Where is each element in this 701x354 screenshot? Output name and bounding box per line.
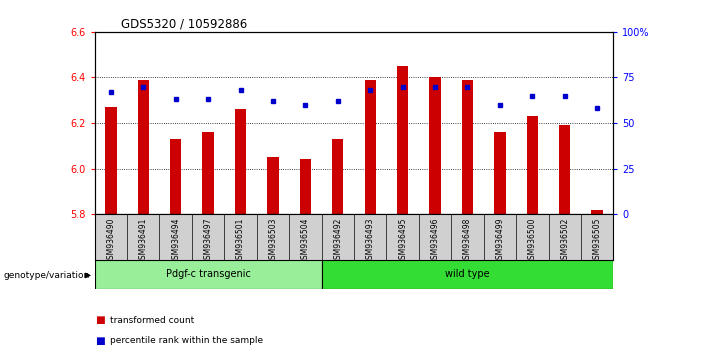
Bar	[203, 132, 214, 214]
Bar	[105, 107, 116, 214]
Bar	[322, 260, 613, 289]
Bar	[494, 132, 505, 214]
Text: ■: ■	[95, 336, 104, 346]
Text: GSM936498: GSM936498	[463, 218, 472, 264]
Bar	[300, 160, 311, 214]
Text: GSM936502: GSM936502	[560, 218, 569, 264]
Bar	[559, 125, 571, 214]
Bar	[267, 157, 278, 214]
Text: transformed count: transformed count	[110, 316, 194, 325]
Text: percentile rank within the sample: percentile rank within the sample	[110, 336, 263, 345]
Text: GSM936505: GSM936505	[592, 218, 601, 264]
Text: GSM936492: GSM936492	[333, 218, 342, 264]
Text: Pdgf-c transgenic: Pdgf-c transgenic	[165, 269, 250, 279]
Text: GSM936494: GSM936494	[171, 218, 180, 264]
Text: GSM936504: GSM936504	[301, 218, 310, 264]
Text: wild type: wild type	[445, 269, 490, 279]
Text: GSM936495: GSM936495	[398, 218, 407, 264]
Bar	[526, 116, 538, 214]
Bar	[397, 66, 408, 214]
Bar	[462, 80, 473, 214]
Bar	[430, 78, 441, 214]
Text: GSM936503: GSM936503	[268, 218, 278, 264]
Text: GSM936499: GSM936499	[496, 218, 505, 264]
Text: GSM936490: GSM936490	[107, 218, 116, 264]
Bar	[235, 109, 246, 214]
Text: GSM936500: GSM936500	[528, 218, 537, 264]
Text: ■: ■	[95, 315, 104, 325]
Bar	[137, 80, 149, 214]
Bar	[170, 139, 182, 214]
Text: genotype/variation: genotype/variation	[4, 271, 90, 280]
Text: GSM936493: GSM936493	[366, 218, 375, 264]
Bar	[332, 139, 343, 214]
Text: GSM936497: GSM936497	[203, 218, 212, 264]
Text: GDS5320 / 10592886: GDS5320 / 10592886	[121, 18, 247, 31]
Bar	[95, 260, 322, 289]
Text: GSM936501: GSM936501	[236, 218, 245, 264]
Text: GSM936491: GSM936491	[139, 218, 148, 264]
Bar	[365, 80, 376, 214]
Bar	[592, 210, 603, 214]
Text: GSM936496: GSM936496	[430, 218, 440, 264]
